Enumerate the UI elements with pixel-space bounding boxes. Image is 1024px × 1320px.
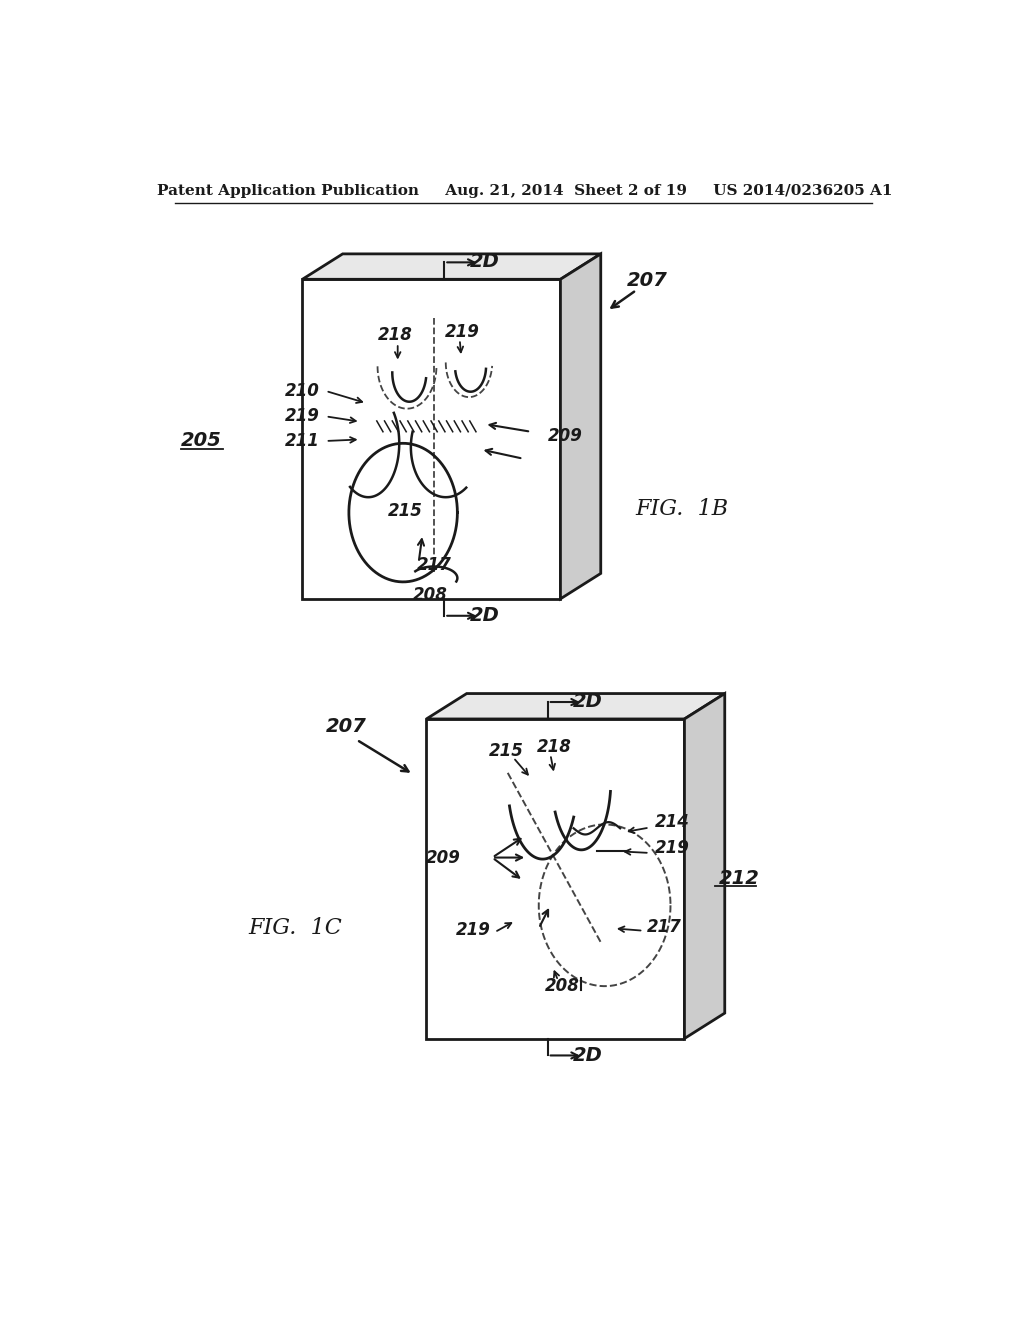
Text: 215: 215 (388, 502, 423, 520)
Text: 214: 214 (655, 813, 690, 832)
Text: 2D: 2D (470, 252, 500, 271)
Text: 2D: 2D (573, 1045, 603, 1065)
Text: 209: 209 (426, 849, 461, 866)
Text: 208: 208 (545, 977, 580, 995)
Text: 2D: 2D (470, 606, 500, 626)
Polygon shape (302, 280, 560, 599)
Text: 219: 219 (445, 322, 480, 341)
Text: Patent Application Publication     Aug. 21, 2014  Sheet 2 of 19     US 2014/0236: Patent Application Publication Aug. 21, … (157, 183, 893, 198)
Text: FIG.  1B: FIG. 1B (636, 498, 729, 520)
Text: 219: 219 (286, 408, 321, 425)
Text: 210: 210 (286, 381, 321, 400)
Polygon shape (302, 253, 601, 280)
Text: 208: 208 (413, 586, 447, 605)
Text: 212: 212 (719, 869, 760, 888)
Text: 215: 215 (488, 742, 523, 760)
Text: 211: 211 (286, 432, 321, 450)
Text: FIG.  1C: FIG. 1C (248, 917, 342, 940)
Text: 205: 205 (181, 432, 222, 450)
Text: 219: 219 (456, 921, 490, 939)
Polygon shape (426, 693, 725, 719)
Polygon shape (426, 719, 684, 1039)
Text: 207: 207 (326, 717, 367, 737)
Text: 219: 219 (655, 838, 690, 857)
Text: 2D: 2D (573, 692, 603, 710)
Text: 218: 218 (378, 326, 413, 345)
Text: 207: 207 (627, 271, 668, 289)
Text: 218: 218 (537, 738, 571, 756)
Text: 217: 217 (417, 556, 452, 574)
Text: 209: 209 (548, 426, 583, 445)
Polygon shape (684, 693, 725, 1039)
Polygon shape (560, 253, 601, 599)
Text: 217: 217 (647, 917, 682, 936)
